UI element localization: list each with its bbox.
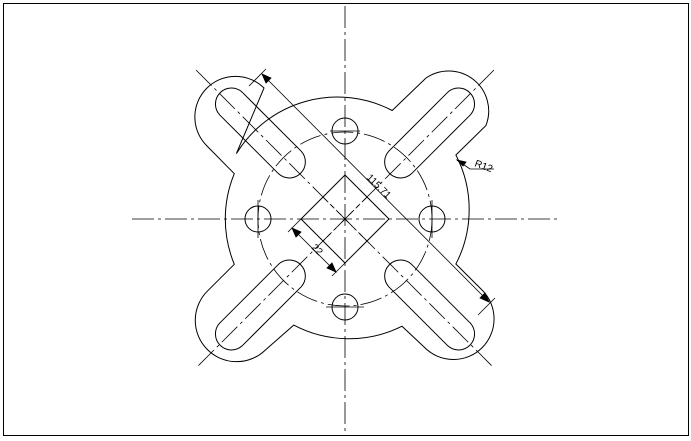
- center-square-lines: [322, 196, 368, 242]
- bolt-hole-crosshairs: [257, 130, 433, 308]
- dimension-square: [287, 218, 346, 277]
- dimension-radius: [455, 159, 494, 170]
- dimension-radius-label: R12: [473, 158, 494, 175]
- slot-lower-left: [215, 259, 306, 351]
- dimension-diagonal: [248, 68, 496, 316]
- dimension-square-label: 22: [309, 242, 325, 258]
- drawing-frame: [3, 3, 689, 436]
- slot-upper-right: [384, 87, 475, 179]
- slot-upper-left: [215, 87, 306, 179]
- slots: [215, 87, 475, 351]
- dimension-diagonal-label: 115.71: [364, 172, 393, 201]
- slot-lower-right: [384, 259, 475, 351]
- part-outline: [194, 70, 495, 363]
